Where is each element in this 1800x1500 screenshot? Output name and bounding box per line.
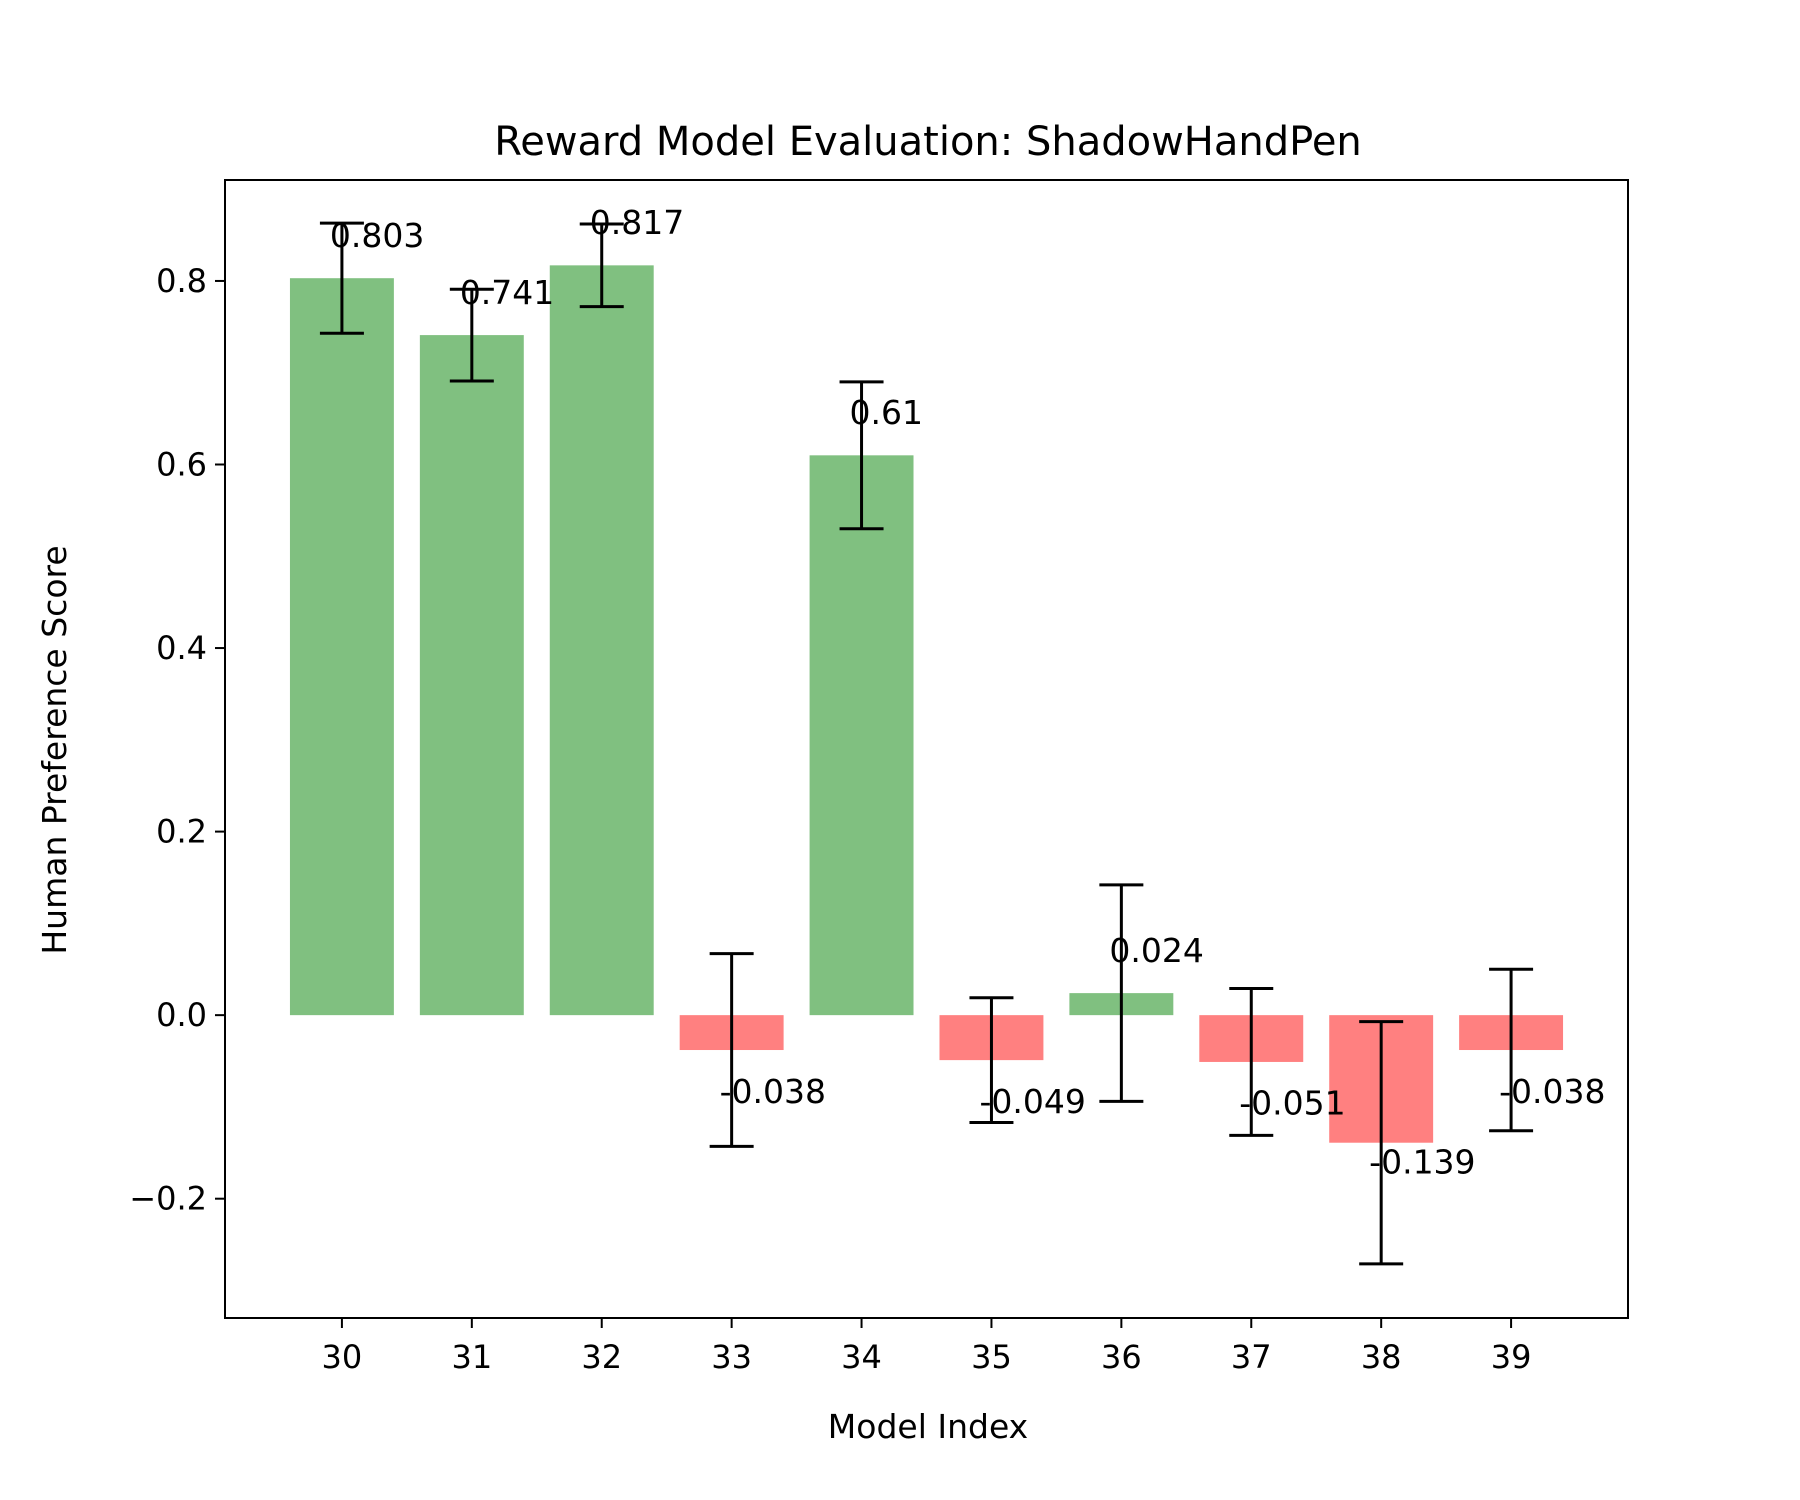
plot-frame <box>224 179 1629 1319</box>
bar-34 <box>809 455 914 1016</box>
x-tick-label-33: 33 <box>711 1338 752 1376</box>
x-tick-label-39: 39 <box>1491 1338 1532 1376</box>
x-tick-label-36: 36 <box>1101 1338 1142 1376</box>
data-label-32: 0.817 <box>590 203 684 242</box>
x-axis: 30 31 32 33 34 35 36 37 38 39 <box>322 1318 1532 1376</box>
data-label-30: 0.803 <box>330 216 424 255</box>
bars-group <box>289 265 1564 1143</box>
x-tick-label-38: 38 <box>1361 1338 1402 1376</box>
data-label-38: -0.139 <box>1369 1143 1475 1182</box>
x-tick-label-32: 32 <box>581 1338 622 1376</box>
y-tick-label-0: −0.2 <box>129 1180 207 1218</box>
data-label-37: -0.051 <box>1239 1084 1345 1123</box>
chart-title: Reward Model Evaluation: ShadowHandPen <box>494 119 1362 165</box>
error-bars-group <box>319 221 1534 1266</box>
x-tick-label-31: 31 <box>451 1338 492 1376</box>
data-label-31: 0.741 <box>460 273 554 312</box>
data-label-39: -0.038 <box>1499 1072 1605 1111</box>
y-tick-label-1: 0.0 <box>156 996 207 1034</box>
y-axis: −0.2 0.0 0.2 0.4 0.6 0.8 <box>129 262 225 1218</box>
data-label-35: -0.049 <box>979 1082 1085 1121</box>
bar-30 <box>289 278 394 1016</box>
x-tick-label-34: 34 <box>841 1338 882 1376</box>
y-tick-label-2: 0.2 <box>156 813 207 851</box>
data-label-36: 0.024 <box>1109 931 1203 970</box>
x-axis-title: Model Index <box>828 1407 1028 1446</box>
bar-31 <box>419 335 524 1016</box>
x-tick-label-37: 37 <box>1231 1338 1272 1376</box>
x-tick-label-30: 30 <box>322 1338 363 1376</box>
y-tick-label-3: 0.4 <box>156 629 207 667</box>
x-tick-label-35: 35 <box>971 1338 1012 1376</box>
data-label-34: 0.61 <box>850 393 923 432</box>
data-label-33: -0.038 <box>720 1072 826 1111</box>
y-tick-label-4: 0.6 <box>156 446 207 484</box>
y-axis-title: Human Preference Score <box>35 545 74 954</box>
y-tick-label-5: 0.8 <box>156 262 207 300</box>
data-labels-group: 0.803 0.741 0.817 -0.038 0.61 -0.049 0.024 -0.0… <box>330 203 1606 1181</box>
bar-32 <box>549 265 654 1016</box>
